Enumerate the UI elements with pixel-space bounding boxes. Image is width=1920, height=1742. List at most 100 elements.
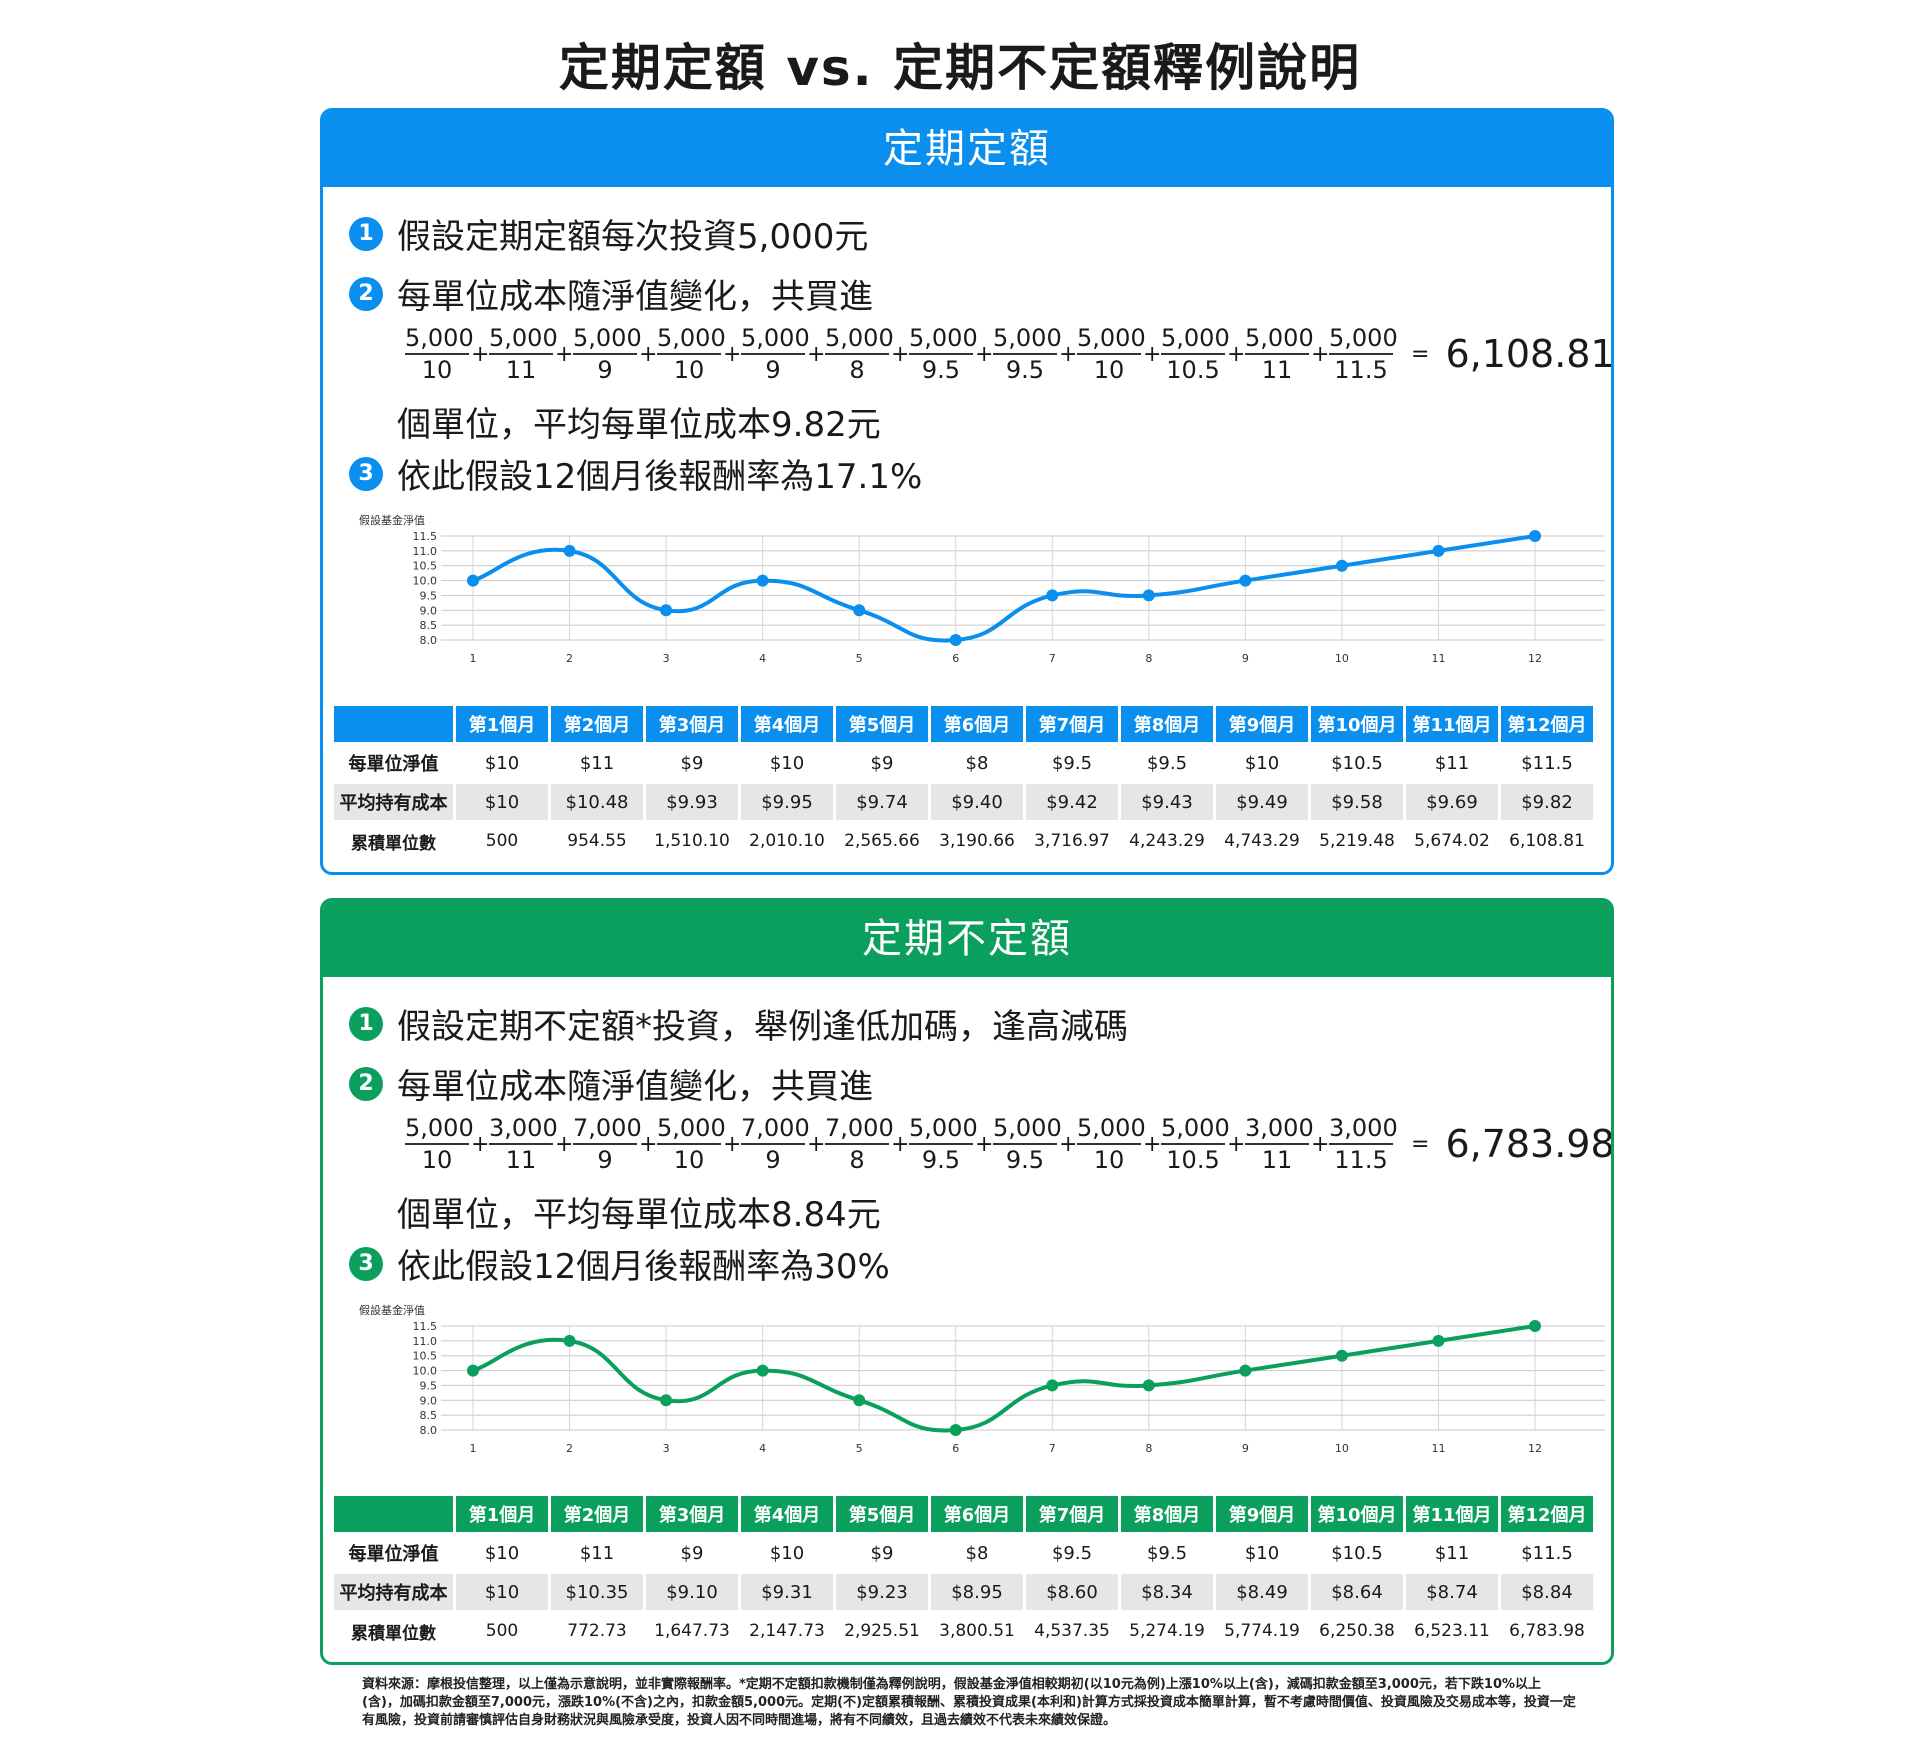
- table-cell: $9: [646, 745, 738, 781]
- table-cell: 500: [456, 823, 548, 859]
- fraction-numerator: 7,000: [825, 1113, 894, 1145]
- y-tick-label: 10.5: [413, 1350, 438, 1363]
- table-cell: $9.5: [1121, 1535, 1213, 1571]
- table-cell: $11: [551, 1535, 643, 1571]
- fraction-numerator: 7,000: [573, 1113, 642, 1145]
- month-header: 第10個月: [1311, 1496, 1403, 1532]
- fraction-numerator: 5,000: [405, 1113, 474, 1145]
- fraction: 5,000 10.5: [1159, 323, 1230, 385]
- month-header: 第6個月: [931, 706, 1023, 742]
- fraction-numerator: 5,000: [405, 323, 474, 355]
- units-formula: 5,000 10 +3,000 11 +7,000 9 +5,000 10 +7,000 9 +7,…: [403, 1112, 1611, 1176]
- fraction-denominator: 9.5: [1005, 1146, 1045, 1174]
- month-header: 第4個月: [741, 1496, 833, 1532]
- table-cell: $8.60: [1026, 1574, 1118, 1610]
- fraction-numerator: 7,000: [741, 1113, 810, 1145]
- table-cell: 954.55: [551, 823, 643, 859]
- avg-cost-text: 個單位，平均每單位成本9.82元: [397, 405, 881, 445]
- y-tick-label: 11.5: [413, 530, 438, 543]
- plus-sign: +: [471, 341, 490, 367]
- data-point: [563, 544, 576, 557]
- plus-sign: +: [891, 1131, 910, 1157]
- fraction-numerator: 5,000: [909, 1113, 978, 1145]
- step-3: 3 依此假設12個月後報酬率為17.1%: [349, 449, 922, 498]
- table-cell: 5,674.02: [1406, 823, 1498, 859]
- fraction-numerator: 5,000: [909, 323, 978, 355]
- fraction-numerator: 5,000: [1161, 1113, 1230, 1145]
- x-tick-label: 1: [470, 1442, 477, 1455]
- fraction-denominator: 9.5: [1005, 356, 1045, 384]
- table-cell: $10: [1216, 1535, 1308, 1571]
- fraction-denominator: 8: [849, 356, 865, 384]
- step-1: 1 假設定期不定額*投資，舉例逢低加碼，逢高減碼: [349, 999, 1128, 1048]
- fraction-denominator: 10: [421, 356, 453, 384]
- x-tick-label: 11: [1431, 1442, 1445, 1455]
- table-cell: $10: [456, 745, 548, 781]
- table-cell: 4,743.29: [1216, 823, 1308, 859]
- table-cell: $8.34: [1121, 1574, 1213, 1610]
- month-header: 第8個月: [1121, 1496, 1213, 1532]
- x-tick-label: 2: [566, 652, 573, 665]
- step-1-text: 假設定期不定額*投資，舉例逢低加碼，逢高減碼: [397, 1007, 1128, 1047]
- x-tick-label: 5: [856, 1442, 863, 1455]
- table-cell: $11: [1406, 1535, 1498, 1571]
- table-cell: 2,565.66: [836, 823, 928, 859]
- table-cell: $9.69: [1406, 784, 1498, 820]
- plus-sign: +: [1227, 1131, 1246, 1157]
- month-header: 第9個月: [1216, 706, 1308, 742]
- fraction: 5,000 9.5: [991, 323, 1062, 385]
- plus-sign: +: [555, 1131, 574, 1157]
- fraction-denominator: 9: [597, 356, 613, 384]
- fraction-denominator: 9: [765, 356, 781, 384]
- table-cell: 6,108.81: [1501, 823, 1593, 859]
- fraction: 7,000 9: [571, 1113, 642, 1175]
- table-cell: $9.95: [741, 784, 833, 820]
- data-table: 第1個月 第2個月 第3個月 第4個月 第5個月 第6個月 第7個月 第8個月 第9個月 第10個…: [331, 703, 1596, 862]
- table-cell: 5,274.19: [1121, 1613, 1213, 1649]
- fraction: 5,000 10: [403, 1113, 474, 1175]
- fraction: 3,000 11: [1243, 1113, 1314, 1175]
- panel-variable-amount: 定期不定額 1 假設定期不定額*投資，舉例逢低加碼，逢高減碼 2 每單位成本隨淨…: [320, 898, 1614, 1665]
- data-point: [1432, 544, 1445, 557]
- table-cell: $11: [551, 745, 643, 781]
- table-cell: 2,925.51: [836, 1613, 928, 1649]
- fraction-numerator: 5,000: [825, 323, 894, 355]
- avg-cost-text: 個單位，平均每單位成本8.84元: [397, 1195, 881, 1235]
- data-point: [1046, 1379, 1059, 1392]
- x-tick-label: 10: [1335, 1442, 1349, 1455]
- row-label: 每單位淨值: [334, 745, 453, 781]
- table-cell: $10.5: [1311, 745, 1403, 781]
- fraction-denominator: 9: [597, 1146, 613, 1174]
- fraction-denominator: 11.5: [1334, 1146, 1388, 1174]
- fraction: 5,000 10: [655, 323, 726, 385]
- fraction: 5,000 10.5: [1159, 1113, 1230, 1175]
- table-cell: 3,190.66: [931, 823, 1023, 859]
- table-cell: $9.10: [646, 1574, 738, 1610]
- panel-header: 定期定額: [323, 111, 1611, 187]
- table-cell: $9.5: [1026, 1535, 1118, 1571]
- table-cell: $10.35: [551, 1574, 643, 1610]
- fraction: 5,000 11: [487, 323, 558, 385]
- table-cell: $9.82: [1501, 784, 1593, 820]
- fraction-denominator: 8: [849, 1146, 865, 1174]
- y-tick-label: 11.0: [413, 1335, 438, 1348]
- month-header: 第11個月: [1406, 1496, 1498, 1532]
- fraction-denominator: 9: [765, 1146, 781, 1174]
- page-title: 定期定額 vs. 定期不定額釋例說明: [558, 39, 1362, 97]
- fraction: 7,000 9: [739, 1113, 810, 1175]
- table-cell: $9: [836, 745, 928, 781]
- month-header: 第7個月: [1026, 1496, 1118, 1532]
- data-point: [1529, 1320, 1541, 1332]
- y-tick-label: 10.0: [413, 1365, 438, 1378]
- step-2-text: 每單位成本隨淨值變化，共買進: [397, 277, 873, 317]
- table-cell: $10: [456, 784, 548, 820]
- data-point: [949, 1424, 962, 1436]
- step-2-text: 每單位成本隨淨值變化，共買進: [397, 1067, 873, 1107]
- y-tick-label: 8.0: [420, 1424, 438, 1437]
- table-cell: 5,219.48: [1311, 823, 1403, 859]
- fraction: 5,000 11.5: [1327, 323, 1398, 385]
- month-header: 第8個月: [1121, 706, 1213, 742]
- table-cell: $10: [1216, 745, 1308, 781]
- fraction: 3,000 11: [487, 1113, 558, 1175]
